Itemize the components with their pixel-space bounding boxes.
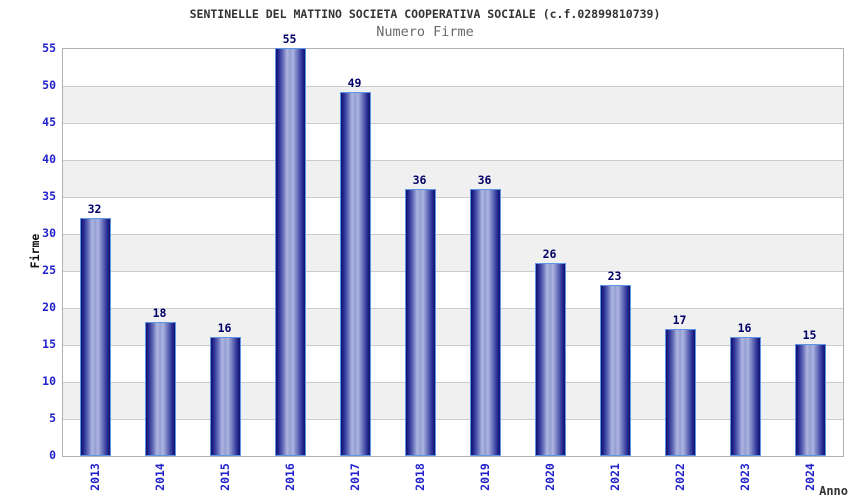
y-tick-label: 40 [42,152,56,166]
gridline [63,419,843,420]
y-tick-label: 50 [42,78,56,92]
bar-value-label: 16 [737,321,752,335]
plot-area [62,48,844,457]
y-tick-label: 55 [42,41,56,55]
bar-value-label: 36 [477,173,492,187]
bar-value-label: 49 [347,76,362,90]
background-band [63,345,843,382]
bar-value-label: 17 [672,313,687,327]
x-tick-label-2021: 2021 [607,463,622,491]
bar-value-label: 15 [802,328,817,342]
bar-2013 [80,218,111,456]
x-tick-label-2016: 2016 [282,463,297,491]
bar-2016 [275,48,306,456]
x-tick-label-2019: 2019 [477,463,492,491]
gridline [63,382,843,383]
bar-value-label: 18 [152,306,167,320]
gridline [63,234,843,235]
bar-2020 [535,263,566,456]
bar-value-label: 26 [542,247,557,261]
x-tick-label-2024: 2024 [802,463,817,491]
bar-value-label: 55 [282,32,297,46]
x-tick-label-2022: 2022 [672,463,687,491]
gridline [63,160,843,161]
bar-2014 [145,322,176,456]
y-tick-label: 30 [42,226,56,240]
background-band [63,160,843,197]
bar-2022 [665,329,696,456]
gridline [63,308,843,309]
y-tick-label: 35 [42,189,56,203]
x-tick-label-2017: 2017 [347,463,362,491]
chart-title: SENTINELLE DEL MATTINO SOCIETA COOPERATI… [189,7,661,21]
bar-2024 [795,344,826,456]
bar-2019 [470,189,501,456]
y-tick-label: 15 [42,337,56,351]
x-tick-label-2018: 2018 [412,463,427,491]
bar-value-label: 23 [607,269,622,283]
background-band [63,123,843,160]
x-axis-title: Anno [819,484,848,498]
y-tick-label: 10 [42,374,56,388]
x-tick-label-2015: 2015 [217,463,232,491]
gridline [63,123,843,124]
chart-subtitle: Numero Firme [376,24,474,40]
background-band [63,86,843,123]
background-band [63,271,843,308]
gridline [63,345,843,346]
bar-2021 [600,285,631,456]
background-band [63,419,843,456]
bar-value-label: 16 [217,321,232,335]
y-tick-label: 25 [42,263,56,277]
bar-value-label: 32 [87,202,102,216]
background-band [63,308,843,345]
y-tick-label: 20 [42,300,56,314]
background-band [63,382,843,419]
bar-2018 [405,189,436,456]
x-tick-label-2023: 2023 [737,463,752,491]
y-tick-label: 0 [49,448,56,462]
x-tick-label-2013: 2013 [87,463,102,491]
bar-2023 [730,337,761,456]
x-tick-label-2020: 2020 [542,463,557,491]
x-tick-label-2014: 2014 [152,463,167,491]
background-band [63,197,843,234]
bar-2015 [210,337,241,456]
gridline [63,86,843,87]
background-band [63,49,843,86]
y-tick-label: 5 [49,411,56,425]
gridline [63,271,843,272]
background-band [63,234,843,271]
y-tick-label: 45 [42,115,56,129]
gridline [63,197,843,198]
bar-2017 [340,92,371,456]
bar-value-label: 36 [412,173,427,187]
